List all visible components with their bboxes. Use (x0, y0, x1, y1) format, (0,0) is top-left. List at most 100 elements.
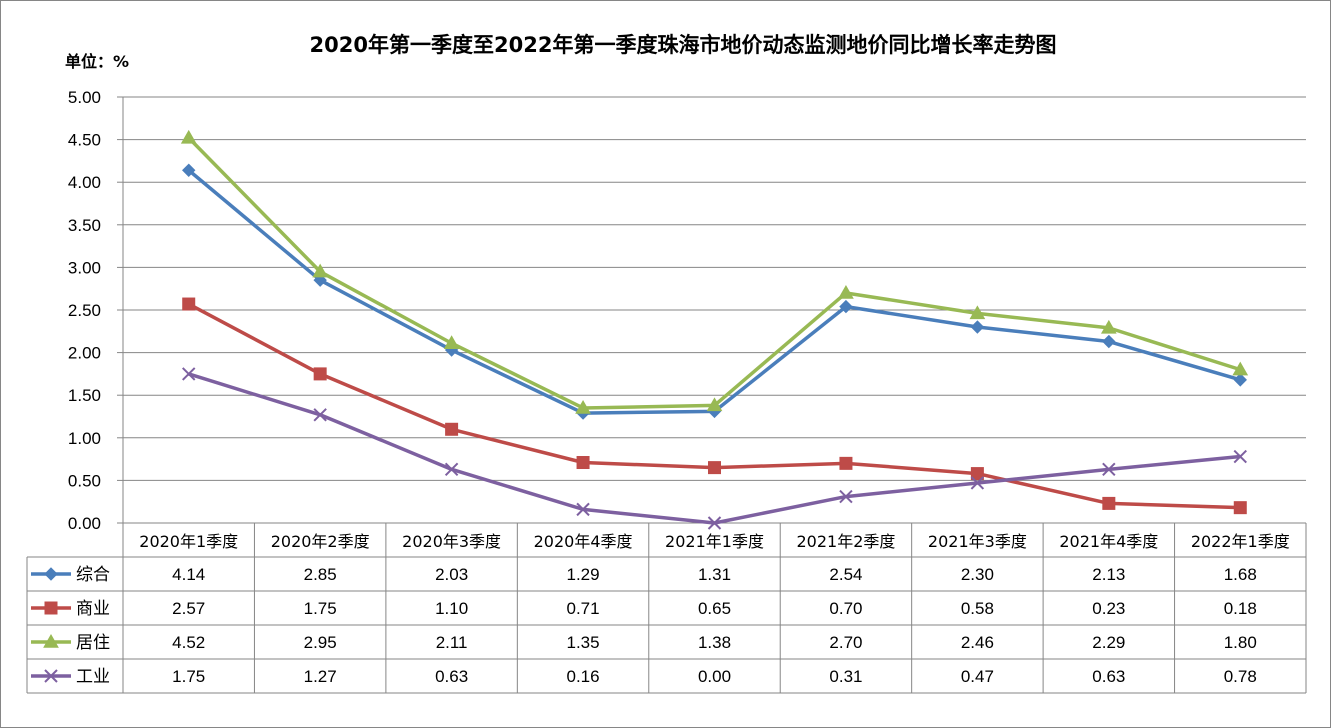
marker-x (970, 476, 985, 490)
marker-square (44, 601, 58, 615)
y-tick-label: 0.50 (68, 471, 101, 490)
category-label: 2020年1季度 (139, 532, 238, 551)
marker-x (182, 367, 196, 381)
table-cell-value: 0.65 (698, 599, 731, 618)
data-table: 2020年1季度 2020年2季度 2020年3季度 2020年4季度 2021年1季度… (26, 522, 1307, 694)
table-cell-value: 2.11 (436, 633, 468, 652)
y-tick-label: 0.00 (68, 514, 101, 533)
table-cell-value: 0.00 (698, 667, 731, 686)
table-cell-value: 1.75 (172, 667, 205, 686)
legend-series-name: 商业 (76, 599, 110, 619)
marker-square (839, 456, 853, 470)
marker-diamond (1102, 334, 1116, 349)
table-cell-value: 0.78 (1224, 667, 1257, 686)
series-triangle (180, 129, 1249, 414)
marker-triangle (575, 399, 591, 414)
marker-square (970, 467, 984, 481)
table-cell-value: 1.80 (1224, 633, 1257, 652)
table-cell-value: 2.57 (172, 599, 205, 618)
y-tick-label: 3.00 (68, 258, 101, 277)
legend-series-name: 居住 (76, 633, 110, 653)
category-label: 2021年3季度 (928, 532, 1027, 551)
marker-square (445, 422, 459, 436)
table-cell-value: 1.38 (698, 633, 731, 652)
unit-label: 单位：% (65, 52, 129, 71)
table-cell-value: 1.10 (435, 599, 468, 618)
marker-square (576, 456, 590, 470)
category-label: 2021年2季度 (796, 532, 895, 551)
marker-diamond (1233, 373, 1247, 387)
y-tick-label: 4.50 (68, 131, 101, 150)
y-tick-label: 2.00 (68, 344, 101, 363)
gridlines (117, 96, 1306, 524)
category-label: 2022年1季度 (1191, 532, 1290, 551)
marker-square (708, 461, 721, 475)
table-cell-value: 2.13 (1092, 565, 1125, 584)
table-cell-value: 0.47 (961, 667, 994, 686)
table-cell-value: 0.63 (435, 667, 468, 686)
series-square (182, 297, 1247, 515)
marker-triangle (443, 335, 460, 349)
table-cell-value: 0.70 (829, 599, 862, 618)
category-label: 2020年2季度 (271, 532, 370, 551)
marker-x (1102, 462, 1116, 477)
table-cell-value: 1.29 (567, 565, 600, 584)
table-cell-value: 0.23 (1092, 599, 1125, 618)
marker-diamond (970, 320, 985, 334)
marker-triangle (312, 263, 329, 278)
marker-triangle (1232, 361, 1249, 376)
category-label: 2020年3季度 (402, 532, 501, 551)
table-cell-value: 2.95 (304, 633, 337, 652)
table-cell-value: 0.31 (829, 667, 862, 686)
marker-triangle (43, 633, 59, 648)
series-line (188, 372, 1241, 525)
marker-x (839, 489, 853, 504)
marker-triangle (838, 284, 854, 299)
series-lines (180, 129, 1249, 530)
series-diamond (182, 163, 1247, 420)
marker-triangle (1100, 319, 1117, 334)
table-cell-value: 4.14 (172, 565, 205, 584)
marker-x (1233, 449, 1247, 464)
marker-triangle (706, 397, 723, 412)
marker-square (1233, 501, 1247, 515)
category-label: 2020年4季度 (534, 532, 633, 551)
table-cell-value: 1.27 (304, 667, 337, 686)
y-tick-label: 5.00 (68, 88, 101, 107)
legend-series-name: 综合 (76, 565, 110, 585)
series-x (182, 367, 1247, 530)
marker-x (707, 516, 722, 530)
y-tick-label: 4.00 (68, 173, 101, 192)
table-cell-value: 1.31 (698, 565, 731, 584)
marker-square (182, 297, 196, 311)
series-line (187, 168, 1241, 415)
table-cell-value: 2.30 (961, 565, 994, 584)
table-cell-value: 0.63 (1092, 667, 1125, 686)
table-cell-value: 2.85 (304, 565, 337, 584)
marker-square (313, 367, 327, 381)
marker-triangle (180, 129, 197, 144)
table-cell-value: 1.35 (567, 633, 600, 652)
chart-title: 2020年第一季度至2022年第一季度珠海市地价动态监测地价同比增长率走势图 (310, 33, 1057, 57)
series-line (187, 136, 1241, 410)
table-cell-value: 4.52 (172, 633, 205, 652)
marker-x (44, 669, 58, 683)
marker-diamond (182, 163, 196, 177)
marker-diamond (44, 567, 58, 581)
table-cell-value: 2.54 (829, 565, 862, 584)
marker-square (1102, 496, 1116, 510)
legend-series-name: 工业 (76, 667, 110, 687)
category-label: 2021年4季度 (1059, 532, 1158, 551)
table-cell-value: 2.03 (435, 565, 468, 584)
table-cell-value: 1.68 (1224, 565, 1257, 584)
marker-x (313, 408, 327, 422)
table-cell-value: 0.18 (1224, 599, 1257, 618)
table-cell-value: 1.75 (304, 599, 337, 618)
marker-x (576, 502, 590, 517)
y-tick-label: 1.00 (68, 429, 101, 448)
category-label: 2021年1季度 (665, 532, 764, 551)
marker-x (444, 462, 459, 477)
y-tick-label: 3.50 (68, 216, 101, 235)
